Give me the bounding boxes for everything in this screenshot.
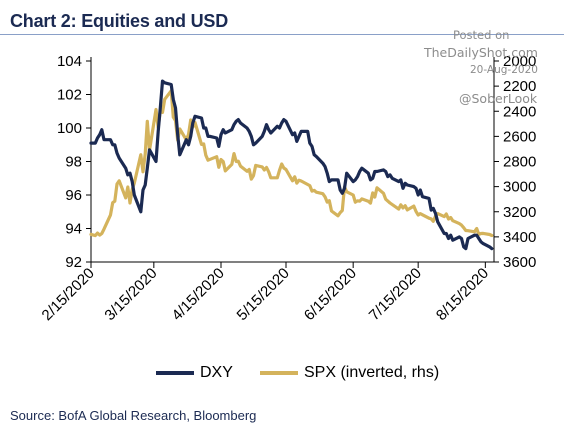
title-divider [0,34,564,35]
legend-spx-swatch [260,370,298,375]
legend-spx-label: SPX (inverted, rhs) [304,364,440,381]
left-tick-label: 98 [65,154,82,171]
dxy-line [89,79,494,251]
left-tick-label: 104 [57,53,82,70]
watermark-posted: Posted on [453,28,510,42]
left-tick-label: 102 [57,87,82,104]
right-tick-label: 2400 [503,103,536,120]
left-tick-label: 94 [65,221,82,238]
chart-title: Chart 2: Equities and USD [10,11,229,31]
right-tick-label: 3400 [503,229,536,246]
legend-dxy: DXY [156,364,233,382]
x-tick-label: 7/15/2020 [366,265,425,324]
right-tick-label: 2000 [503,53,536,70]
left-tick-label: 100 [57,120,82,137]
x-tick-label: 2/15/2020 [39,265,98,324]
right-tick-label: 3600 [503,254,536,271]
source-note: Source: BofA Global Research, Bloomberg [10,408,257,423]
legend-dxy-label: DXY [200,364,233,381]
x-tick-label: 4/15/2020 [169,265,228,324]
left-tick-label: 92 [65,254,82,271]
left-tick-label: 96 [65,187,82,204]
legend-dxy-swatch [156,370,194,375]
x-tick-label: 5/15/2020 [234,265,293,324]
right-tick-label: 2600 [503,128,536,145]
x-tick-label: 8/15/2020 [433,265,492,324]
x-tick-label: 3/15/2020 [101,265,160,324]
right-tick-label: 3000 [503,179,536,196]
watermark-date: 20-Aug-2020 [470,64,538,76]
right-tick-label: 2800 [503,154,536,171]
right-tick-label: 2200 [503,78,536,95]
right-tick-label: 3200 [503,204,536,221]
watermark-site: TheDailyShot.com [424,45,538,60]
spx-line [89,89,494,238]
legend-spx: SPX (inverted, rhs) [260,364,439,382]
x-tick-label: 6/15/2020 [301,265,360,324]
watermark-handle: @SoberLook [459,91,538,106]
